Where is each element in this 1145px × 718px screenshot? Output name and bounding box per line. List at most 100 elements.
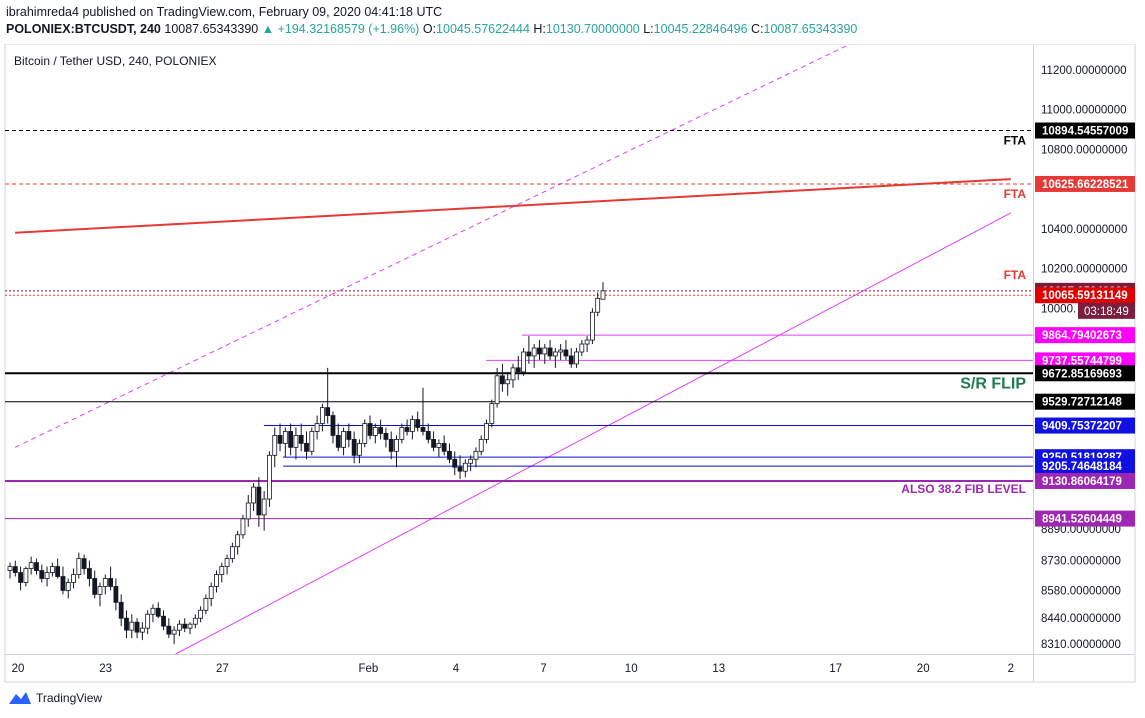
candle-93 — [500, 363, 505, 392]
last-price: 10087.65343390 — [164, 22, 259, 36]
svg-text:9205.74648184: 9205.74648184 — [1042, 461, 1123, 473]
magenta-dashed-channel-line[interactable] — [14, 43, 851, 448]
price-labels-layer: 10894.54557009FTA10625.66228521FTA10087.… — [901, 122, 1135, 527]
candle-34 — [187, 622, 193, 635]
svg-text:8941.52604449: 8941.52604449 — [1042, 514, 1122, 526]
candle-73 — [394, 435, 399, 468]
candle-35 — [192, 614, 198, 629]
candle-57 — [309, 427, 315, 456]
candle-85 — [457, 455, 463, 480]
candle-53 — [288, 423, 294, 456]
candle-102 — [547, 340, 553, 360]
candle-83 — [447, 443, 452, 464]
tradingview-logo-icon — [9, 692, 31, 704]
candle-5 — [34, 558, 39, 575]
price-label-7: 9529.72712148 — [1035, 393, 1135, 410]
svg-text:9409.75372207: 9409.75372207 — [1042, 421, 1122, 433]
candle-92 — [494, 367, 500, 408]
candle-54 — [293, 427, 299, 460]
candle-51 — [277, 423, 283, 452]
candle-106 — [568, 348, 574, 368]
x-tick-label-1: 23 — [99, 663, 112, 675]
svg-text:9130.86064179: 9130.86064179 — [1042, 476, 1122, 488]
candle-74 — [399, 423, 405, 444]
candle-44 — [240, 514, 246, 539]
price-axis: 11200.00000000 11000.00000000 10800.000000… — [1041, 65, 1127, 651]
candle-105 — [563, 340, 569, 360]
candle-98 — [526, 336, 532, 364]
candle-31 — [171, 626, 177, 645]
candle-64 — [346, 423, 352, 448]
candle-2 — [18, 566, 23, 591]
price-change: ▲ +194.32168579 (+1.96%) — [261, 22, 420, 36]
candle-49 — [267, 451, 272, 507]
candle-79 — [425, 423, 431, 444]
y-tick-label-3: 10400.00000000 — [1041, 224, 1127, 236]
candle-24 — [134, 618, 140, 639]
candle-97 — [521, 348, 526, 376]
candle-14 — [81, 554, 87, 575]
time-axis: 20 23 27 Feb 4 7 10 13 17 20 2 — [12, 663, 1014, 675]
author-name[interactable]: ibrahimreda4 — [6, 5, 79, 19]
candle-88 — [473, 447, 479, 468]
y-tick-label-10: 8310.00000000 — [1041, 639, 1121, 651]
price-label-10: 9205.74648184 — [1035, 458, 1135, 475]
low-label: L: — [643, 22, 654, 36]
x-tick-label-5: 7 — [540, 663, 546, 675]
y-tick-label-6: 8890.00000000 — [1041, 524, 1121, 536]
candle-26 — [145, 610, 151, 635]
y-tick-label-8: 8580.00000000 — [1041, 585, 1121, 597]
x-tick-label-3: Feb — [358, 663, 378, 675]
y-tick-label-4: 10200.00000000 — [1041, 264, 1127, 276]
candle-55 — [298, 423, 304, 452]
x-tick-label-2: 27 — [216, 663, 229, 675]
svg-text:10065.59131149: 10065.59131149 — [1042, 290, 1128, 302]
candle-46 — [251, 483, 256, 511]
annotation-6: S/R FLIP — [960, 375, 1026, 392]
svg-text:9737.55744799: 9737.55744799 — [1042, 355, 1122, 367]
chart-frame[interactable]: Bitcoin / Tether USD, 240, POLONIEX 1120… — [0, 43, 1145, 684]
svg-text:03:18:49: 03:18:49 — [1084, 306, 1129, 318]
red-resistance-trendline[interactable] — [15, 178, 1011, 234]
magenta-support-trendline[interactable] — [175, 212, 1012, 655]
candle-23 — [129, 614, 135, 639]
candle-30 — [166, 618, 172, 639]
candle-90 — [484, 419, 489, 444]
candle-86 — [462, 459, 468, 478]
close-value: 10087.65343390 — [763, 22, 858, 36]
candle-82 — [441, 435, 447, 456]
price-label-5: 9737.55744799 — [1035, 352, 1135, 369]
candle-12 — [71, 568, 76, 589]
candle-78 — [420, 387, 426, 436]
footer-brand[interactable]: TradingView — [8, 690, 102, 706]
candle-66 — [357, 439, 362, 464]
candle-104 — [558, 344, 564, 360]
y-tick-label-1: 11000.00000000 — [1041, 105, 1127, 117]
candle-11 — [65, 578, 71, 599]
publish-line: ibrahimreda4 published on TradingView.co… — [6, 4, 1136, 21]
candle-18 — [102, 574, 108, 595]
price-label-12: 8941.52604449 — [1035, 510, 1135, 527]
y-tick-label-5: 10000. — [1041, 303, 1076, 315]
candle-17 — [97, 582, 103, 607]
candle-95 — [510, 363, 516, 388]
price-chart[interactable]: Bitcoin / Tether USD, 240, POLONIEX 1120… — [0, 43, 1145, 684]
candle-77 — [415, 411, 421, 432]
x-tick-label-10: 2 — [1008, 663, 1014, 675]
y-tick-label-9: 8440.00000000 — [1041, 613, 1121, 625]
svg-text:10625.66228521: 10625.66228521 — [1042, 179, 1129, 191]
close-label: C: — [751, 22, 764, 36]
svg-text:10894.54557009: 10894.54557009 — [1042, 126, 1128, 138]
candle-103 — [552, 348, 558, 368]
candle-84 — [452, 451, 458, 476]
candle-45 — [245, 495, 251, 527]
candle-111 — [595, 292, 601, 317]
candle-60 — [325, 367, 331, 424]
price-label-11: 9130.86064179 — [1035, 472, 1135, 489]
annotation-3: FTA — [1004, 268, 1027, 282]
candles-layer — [7, 282, 606, 645]
candle-19 — [108, 566, 113, 591]
price-label-4: 9864.79402673 — [1035, 327, 1135, 344]
candle-63 — [341, 427, 346, 456]
candle-4 — [28, 556, 34, 575]
